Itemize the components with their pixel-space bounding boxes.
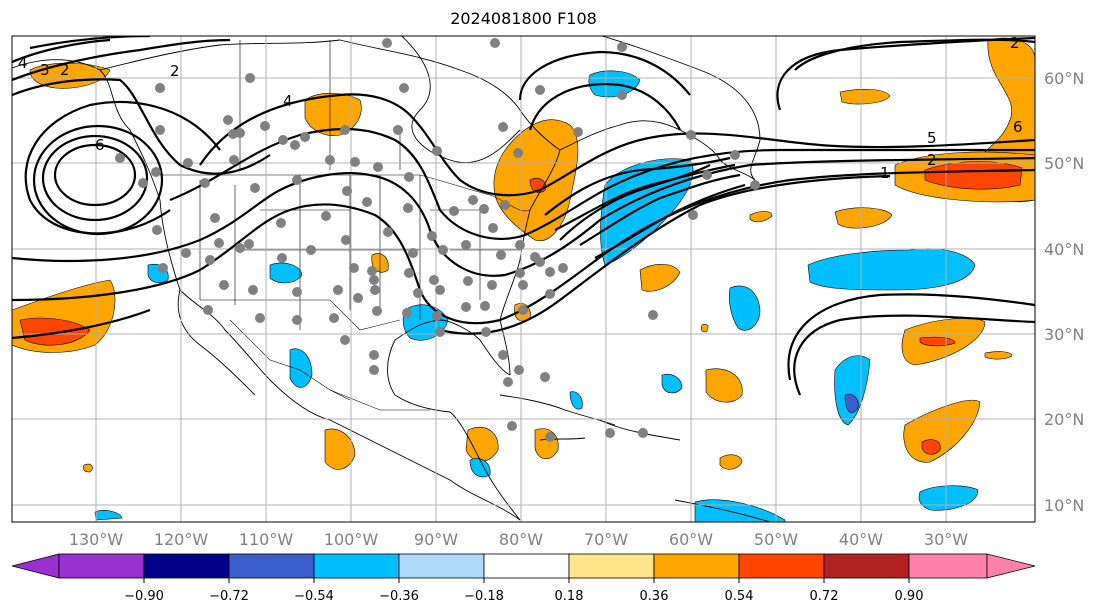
lat-label: 50°N (1044, 154, 1084, 173)
colorbar-tick-label: 0.36 (640, 589, 669, 604)
station-dots (115, 38, 760, 442)
colorbar-tick-label: 0.90 (895, 589, 924, 604)
longitude-labels: 130°W 120°W 110°W 100°W 90°W 80°W 70°W 6… (69, 530, 968, 549)
colorbar-bin (228, 553, 315, 579)
lon-label: 60°W (669, 530, 713, 549)
contour-label: 2 (60, 61, 70, 79)
colorbar-tick-label: −0.54 (294, 589, 334, 604)
colorbar-bin (738, 553, 825, 579)
contour-label: 3 (40, 61, 50, 79)
contour-label: 2 (927, 151, 937, 169)
lon-label: 70°W (584, 530, 628, 549)
colorbar-extend-high (986, 553, 1036, 579)
lon-label: 110°W (239, 530, 294, 549)
colorbar-extend-low (11, 553, 60, 579)
lon-label: 80°W (499, 530, 543, 549)
colorbar-bin (398, 553, 485, 579)
contour-label: 6 (1013, 118, 1023, 136)
lon-label: 50°W (754, 530, 798, 549)
lat-label: 10°N (1044, 496, 1084, 515)
colorbar (11, 553, 1036, 579)
lat-label: 60°N (1044, 69, 1084, 88)
lat-label: 20°N (1044, 410, 1084, 429)
contour-label: 2 (1010, 34, 1020, 52)
contour-label: 6 (95, 136, 105, 154)
political-boundaries (160, 40, 531, 411)
contour-label: 2 (170, 62, 180, 80)
lon-label: 100°W (324, 530, 379, 549)
colorbar-bin (58, 553, 145, 579)
contour-label: 5 (927, 129, 937, 147)
lon-label: 40°W (839, 530, 883, 549)
contour-label: 1 (880, 164, 890, 182)
colorbar-tick-label: −0.36 (379, 589, 419, 604)
colorbar-tick-label: −0.72 (209, 589, 249, 604)
contour-labels: 1 2 5 6 4 6 2 4 3 2 2 (18, 34, 1023, 182)
colorbar-tick-label: 0.72 (810, 589, 839, 604)
colorbar-bin (653, 553, 740, 579)
coastlines (12, 36, 771, 522)
colorbar-bin (908, 553, 988, 579)
lon-label: 90°W (414, 530, 458, 549)
latitude-labels: 60°N 50°N 40°N 30°N 20°N 10°N (1044, 69, 1084, 515)
colorbar-bin (568, 553, 655, 579)
colorbar-bin (143, 553, 230, 579)
lon-label: 30°W (924, 530, 968, 549)
colorbar-bin (823, 553, 910, 579)
colorbar-bin (313, 553, 400, 579)
lon-label: 120°W (154, 530, 209, 549)
colorbar-ticks (143, 578, 910, 583)
contour-label: 4 (18, 54, 28, 72)
colorbar-tick-label: 0.18 (555, 589, 584, 604)
colorbar-tick-label: −0.90 (124, 589, 164, 604)
colorbar-tick-label: −0.18 (464, 589, 504, 604)
colorbar-bin (483, 553, 570, 579)
colorbar-tick-label: 0.54 (725, 589, 754, 604)
lon-label: 130°W (69, 530, 124, 549)
map-title: 2024081800 F108 (450, 9, 597, 28)
lat-label: 30°N (1044, 325, 1084, 344)
height-contours (12, 36, 1035, 396)
colorbar-labels: −0.90 −0.72 −0.54 −0.36 −0.18 0.18 0.36 … (124, 589, 923, 604)
lat-label: 40°N (1044, 240, 1084, 259)
contour-label: 4 (283, 92, 293, 110)
map-frame (11, 35, 1036, 523)
